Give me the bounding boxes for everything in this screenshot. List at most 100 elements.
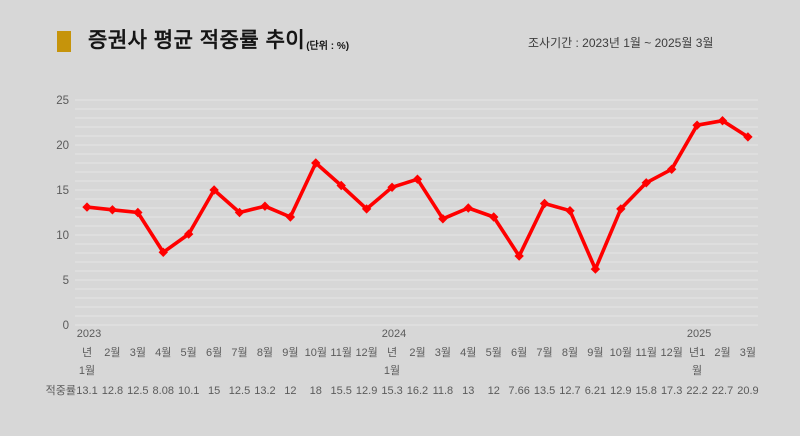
data-point-marker — [311, 158, 321, 168]
value-label: 12.9 — [356, 385, 377, 397]
data-point-marker — [82, 202, 92, 212]
value-label: 15.5 — [330, 385, 351, 397]
y-tick-label: 5 — [63, 275, 69, 287]
value-label: 12 — [284, 385, 296, 397]
x-year-label: 2024 — [382, 328, 406, 340]
x-tick-label: 년 — [82, 346, 92, 359]
value-label: 6.21 — [585, 385, 606, 397]
y-tick-label: 0 — [63, 320, 69, 332]
value-label: 10.1 — [178, 385, 199, 397]
data-point-marker — [590, 264, 601, 274]
y-tick-label: 15 — [56, 185, 69, 197]
x-tick-label: 년 — [387, 346, 397, 359]
chart-title: 증권사 평균 적중률 추이 — [88, 29, 306, 52]
x-tick-label: 3월 — [435, 346, 451, 359]
x-tick-label: 7월 — [536, 346, 552, 359]
x-tick-label: 6월 — [511, 346, 527, 359]
title-bullet-icon — [57, 31, 71, 52]
data-point-marker — [158, 247, 168, 257]
data-point-marker — [234, 207, 245, 218]
value-label: 11.8 — [433, 385, 454, 397]
value-label: 13 — [462, 385, 474, 397]
value-label: 22.2 — [686, 385, 707, 397]
value-label: 12.5 — [127, 385, 148, 397]
x-year-label: 2025 — [687, 328, 711, 340]
data-point-marker — [641, 178, 651, 188]
value-label: 12.8 — [102, 385, 123, 397]
value-label: 12.7 — [559, 385, 580, 397]
x-tick-label: 3월 — [740, 346, 756, 359]
value-label: 12 — [488, 385, 500, 397]
value-label: 12.5 — [229, 385, 250, 397]
x-tick-label: 2월 — [714, 346, 730, 359]
y-tick-label: 25 — [56, 95, 69, 107]
data-point-marker — [489, 212, 499, 222]
x-tick-label: 11월 — [330, 346, 352, 359]
x-tick-label: 2월 — [409, 346, 425, 359]
data-point-marker — [616, 204, 626, 214]
series-row-label: 적중률 — [46, 384, 76, 397]
data-point-marker — [260, 201, 270, 211]
x-tick-label: 7월 — [231, 346, 247, 359]
value-label: 12.9 — [610, 385, 631, 397]
data-point-marker — [361, 204, 372, 214]
x-tick-label: 3월 — [130, 346, 146, 359]
value-label: 13.2 — [254, 385, 275, 397]
value-label: 15.8 — [636, 385, 657, 397]
value-label: 15.3 — [381, 385, 402, 397]
data-point-marker — [387, 182, 397, 192]
data-point-marker — [133, 207, 143, 218]
x-tick-label: 2월 — [104, 346, 120, 359]
x-tick-label: 8월 — [562, 346, 578, 359]
value-label: 8.08 — [153, 385, 174, 397]
data-point-marker — [285, 212, 296, 222]
data-point-marker — [539, 198, 550, 209]
x-tick-label: 4월 — [460, 346, 476, 359]
unit-label: (단위 : %) — [306, 41, 350, 52]
y-tick-label: 10 — [56, 230, 69, 242]
x-tick-label-wrap: 월 — [692, 364, 702, 377]
value-label: 18 — [310, 385, 322, 397]
value-label: 13.1 — [76, 385, 97, 397]
x-tick-label: 10월 — [610, 346, 632, 359]
x-year-label: 2023 — [77, 328, 101, 340]
x-tick-label: 12월 — [660, 346, 682, 359]
value-label: 15 — [208, 385, 220, 397]
x-tick-label: 6월 — [206, 346, 222, 359]
value-label: 22.7 — [712, 385, 733, 397]
trend-line — [85, 118, 750, 271]
x-tick-label: 12월 — [355, 346, 377, 359]
x-tick-label: 8월 — [257, 346, 273, 359]
data-point-marker — [717, 116, 728, 126]
data-point-marker — [514, 251, 524, 261]
data-point-marker — [743, 132, 753, 142]
data-point-marker — [209, 185, 219, 195]
value-label: 20.9 — [737, 385, 758, 397]
x-tick-label: 11월 — [635, 346, 657, 359]
x-tick-label-wrap: 1월 — [79, 364, 95, 377]
x-tick-label: 4월 — [155, 346, 171, 359]
x-tick-label: 10월 — [305, 346, 327, 359]
x-tick-label: 5월 — [486, 346, 502, 359]
value-label: 16.2 — [407, 385, 428, 397]
value-label: 7.66 — [508, 385, 529, 397]
y-tick-label: 20 — [56, 140, 69, 152]
x-tick-label: 5월 — [181, 346, 197, 359]
x-tick-label: 9월 — [282, 346, 298, 359]
value-label: 13.5 — [534, 385, 555, 397]
data-point-marker — [438, 214, 448, 224]
data-point-marker — [412, 174, 423, 184]
data-point-marker — [336, 180, 346, 191]
x-tick-label: 9월 — [587, 346, 603, 359]
data-point-marker — [183, 229, 194, 239]
data-point-marker — [107, 205, 118, 215]
data-point-marker — [666, 164, 677, 174]
survey-period-label: 조사기간 : 2023년 1월 ~ 2025월 3월 — [528, 36, 714, 50]
value-label: 17.3 — [661, 385, 682, 397]
data-point-marker — [565, 206, 575, 216]
chart-header: 증권사 평균 적중률 추이 (단위 : %) — [57, 29, 349, 53]
x-tick-label: 년1 — [689, 346, 705, 359]
data-point-marker — [692, 120, 702, 130]
